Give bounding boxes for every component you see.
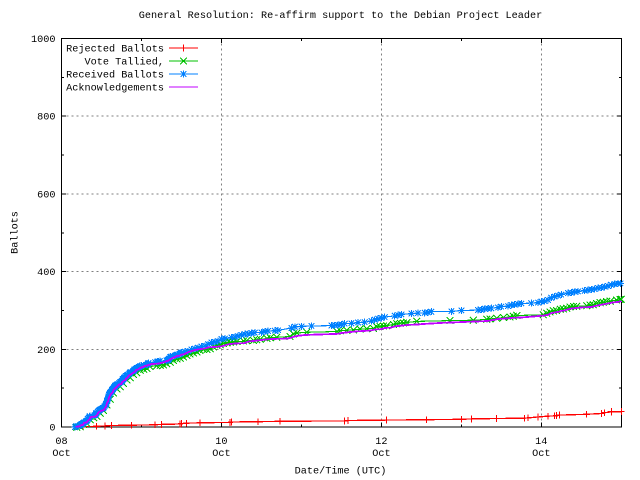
svg-text:14: 14 [535,437,547,448]
svg-text:400: 400 [37,268,55,279]
svg-text:10: 10 [215,437,227,448]
svg-text:Vote Tallied,: Vote Tallied, [85,57,164,69]
svg-text:Ballots: Ballots [10,211,22,254]
svg-text:12: 12 [375,437,387,448]
svg-text:Acknowledgements: Acknowledgements [66,83,164,95]
svg-text:Date/Time (UTC): Date/Time (UTC) [295,466,387,478]
svg-text:Oct: Oct [532,449,550,460]
svg-text:General Resolution: Re-affirm: General Resolution: Re-affirm support to… [139,10,543,22]
svg-text:Rejected Ballots: Rejected Ballots [66,44,164,56]
svg-text:600: 600 [37,191,55,202]
svg-text:Received Ballots: Received Ballots [66,70,164,82]
svg-text:800: 800 [37,113,55,124]
svg-text:08: 08 [55,437,67,448]
svg-text:1000: 1000 [31,35,55,46]
svg-text:Oct: Oct [372,449,390,460]
svg-text:0: 0 [49,424,55,435]
svg-text:200: 200 [37,346,55,357]
svg-text:Oct: Oct [52,449,70,460]
svg-text:Oct: Oct [212,449,230,460]
